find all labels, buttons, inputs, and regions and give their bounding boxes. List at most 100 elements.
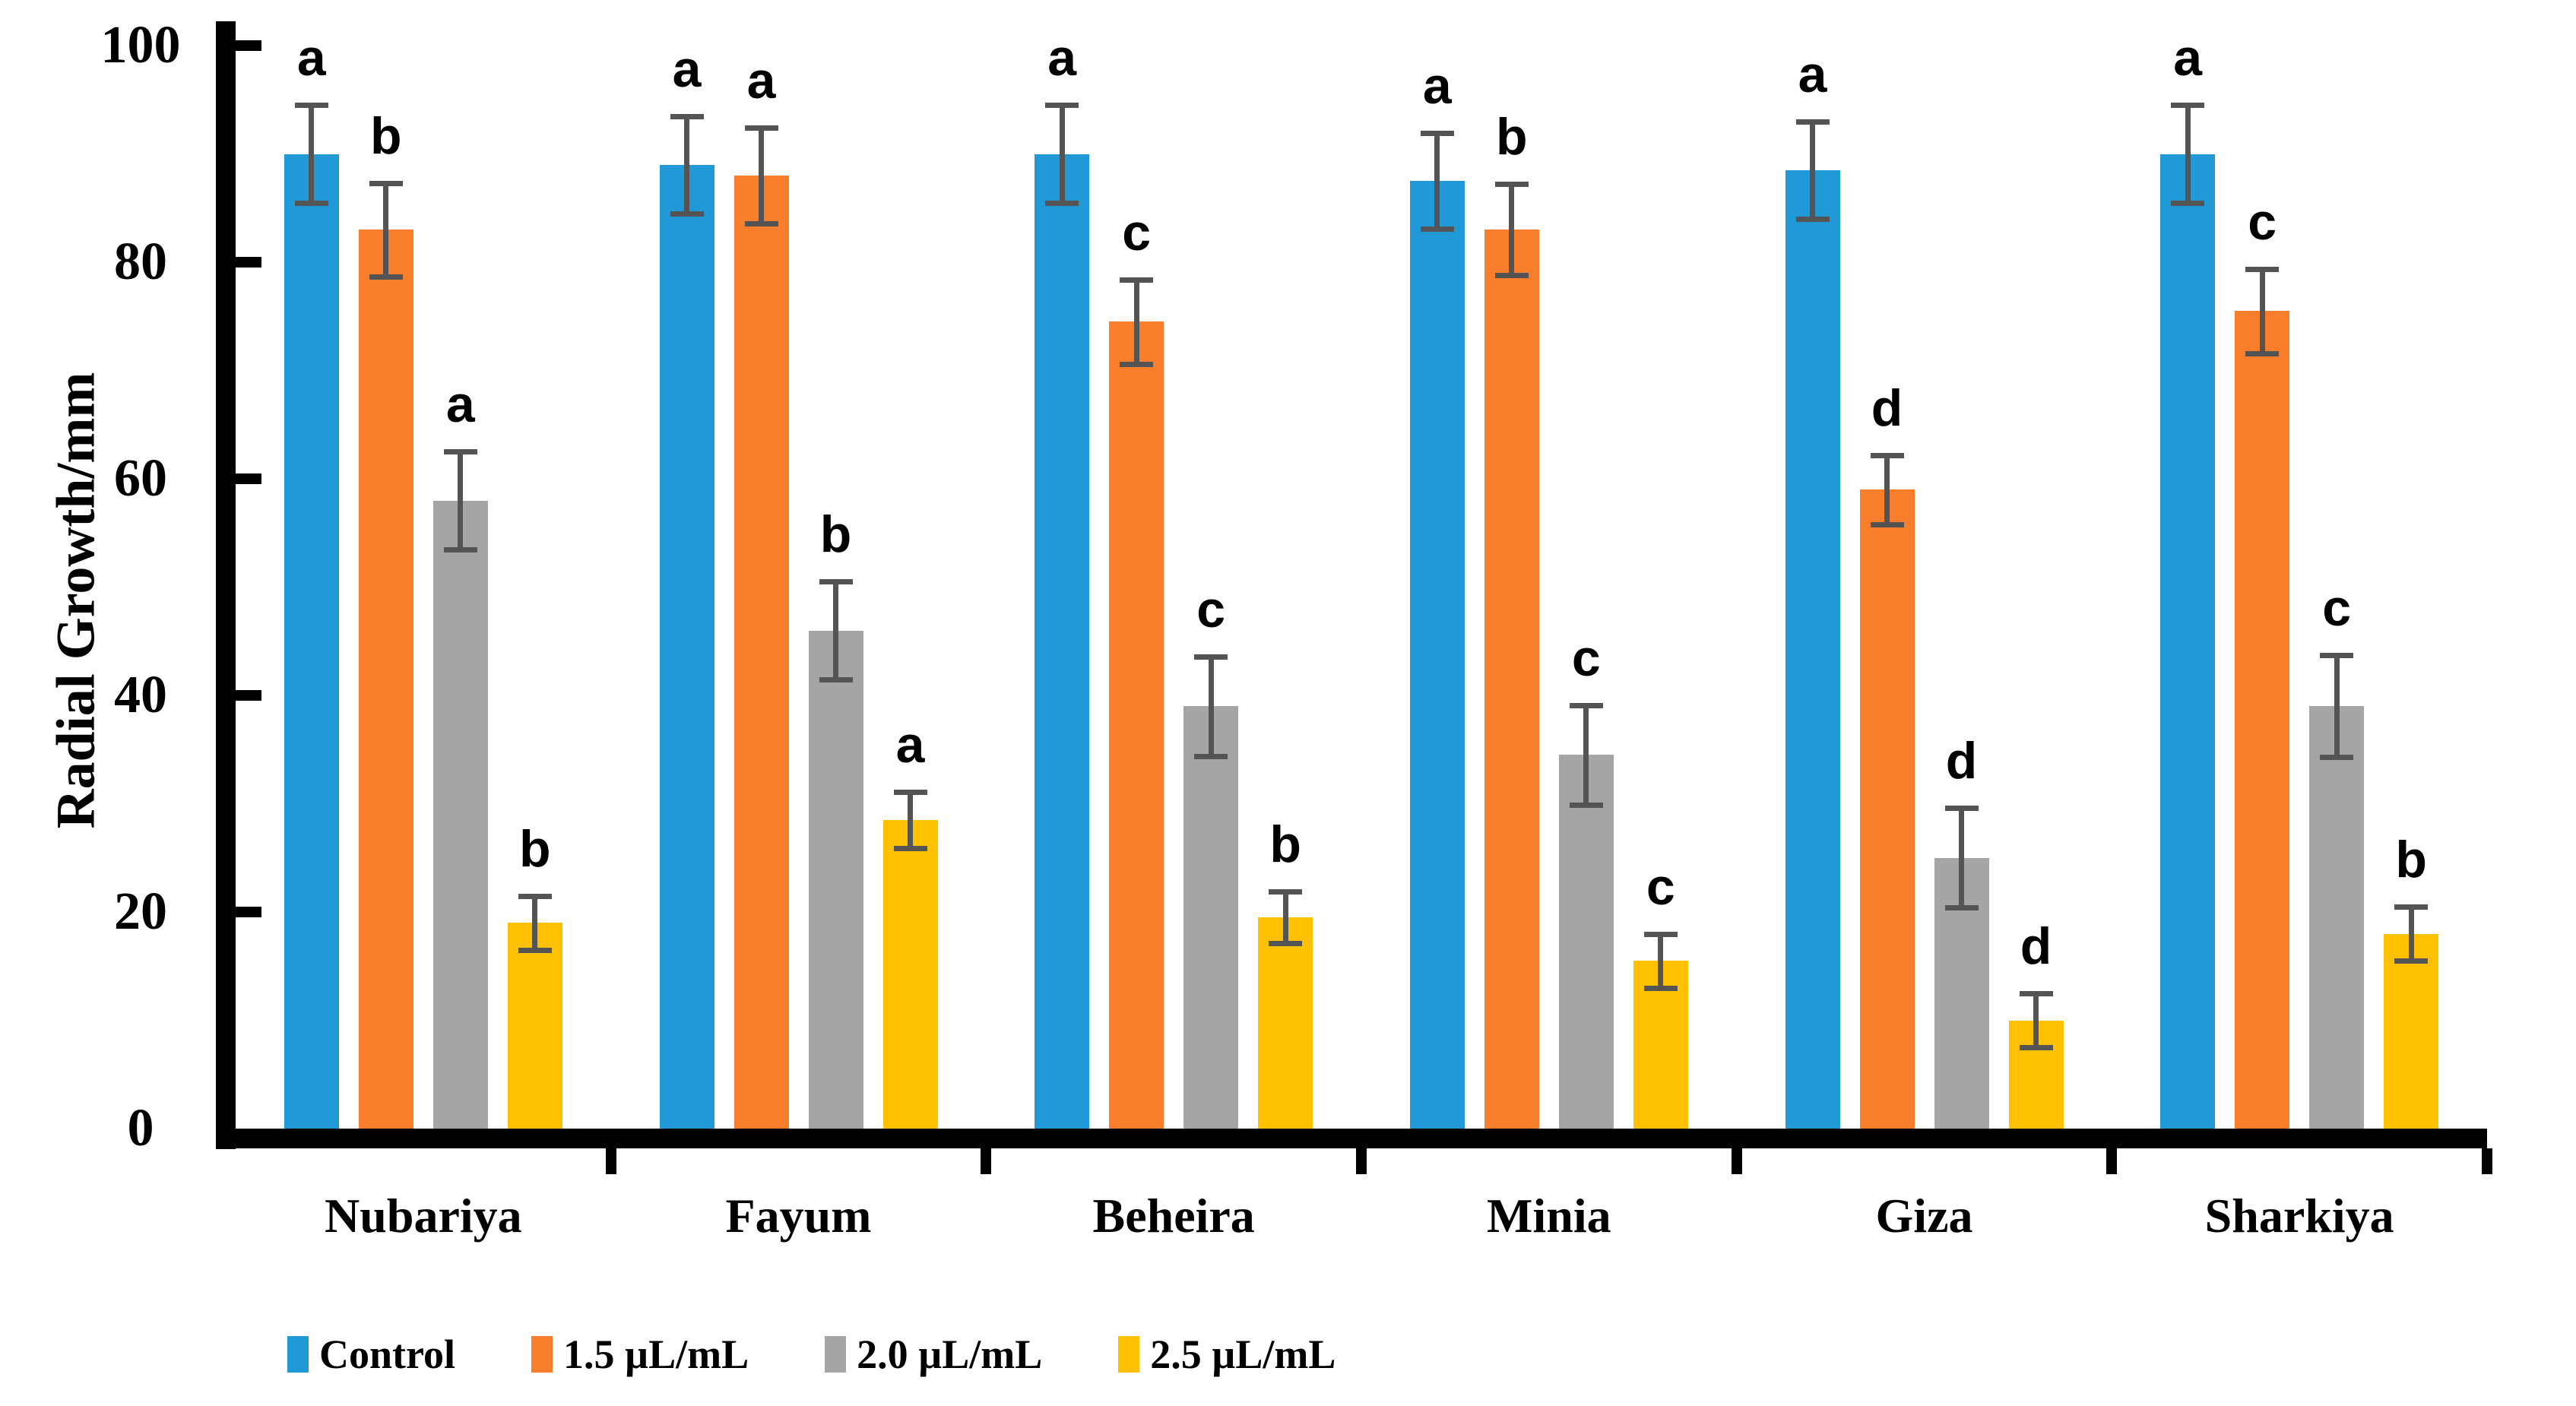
error-bar-top-cap	[1870, 452, 1904, 458]
legend: Control 1.5 µL/mL 2.0 µL/mL 2.5 µL/mL	[287, 1330, 1336, 1379]
error-bar-bottom-cap	[1420, 226, 1454, 232]
category-tick-mark	[2106, 1148, 2118, 1174]
error-bar-top-cap	[1795, 119, 1830, 125]
category-label: Nubariya	[325, 1189, 522, 1243]
y-tick-mark	[236, 40, 261, 51]
error-bar-line	[309, 105, 315, 203]
legend-label: Control	[319, 1332, 456, 1377]
error-bar-top-cap	[518, 893, 552, 899]
y-tick-mark	[236, 473, 261, 484]
bar	[2384, 933, 2439, 1129]
error-bar-line	[1583, 705, 1589, 805]
legend-item: 2.5 µL/mL	[1118, 1331, 1336, 1378]
error-bar-top-cap	[819, 579, 853, 585]
error-bar-line	[1884, 454, 1890, 524]
error-bar-bottom-cap	[1870, 521, 1904, 527]
y-axis-line	[216, 21, 236, 1149]
error-bar-bottom-cap	[1643, 985, 1678, 991]
bar	[882, 819, 938, 1129]
error-bar-line	[833, 581, 838, 679]
error-bar-bottom-cap	[2019, 1045, 2053, 1051]
error-bar-top-cap	[294, 103, 328, 109]
error-bar-bottom-cap	[1795, 217, 1830, 222]
bar	[284, 154, 339, 1129]
significance-letter: a	[1047, 29, 1077, 87]
error-bar-bottom-cap	[1944, 905, 1979, 911]
error-bar-top-cap	[443, 449, 477, 455]
significance-letter: b	[2395, 830, 2427, 888]
significance-letter: a	[895, 715, 925, 774]
significance-letter: a	[296, 29, 326, 87]
error-bar-top-cap	[670, 113, 704, 119]
error-bar-bottom-cap	[1569, 802, 1603, 808]
error-bar-line	[1059, 105, 1065, 203]
error-bar-line	[2334, 655, 2340, 758]
category-tick-mark	[1731, 1148, 1742, 1174]
category-tick-mark	[981, 1148, 992, 1174]
error-bar-bottom-cap	[2320, 755, 2354, 761]
bar	[1109, 321, 1164, 1129]
x-axis-line	[216, 1129, 2487, 1148]
y-tick-label: 100	[100, 16, 181, 74]
significance-letter: b	[1496, 108, 1528, 166]
significance-letter: b	[1269, 815, 1301, 873]
error-bar-top-cap	[1420, 131, 1454, 137]
significance-letter: a	[445, 375, 475, 434]
error-bar-top-cap	[369, 180, 403, 186]
error-bar-bottom-cap	[2171, 200, 2205, 206]
error-bar-top-cap	[2171, 103, 2205, 109]
y-tick-label: 40	[114, 666, 167, 724]
bar	[2235, 311, 2290, 1129]
significance-letter: a	[1798, 45, 1827, 103]
legend-swatch	[825, 1336, 847, 1373]
legend-item: 2.0 µL/mL	[825, 1331, 1042, 1378]
bar	[1035, 154, 1090, 1129]
error-bar-top-cap	[1194, 654, 1228, 660]
bar	[1785, 169, 1840, 1129]
bar	[734, 176, 789, 1129]
error-bar-bottom-cap	[518, 947, 552, 953]
error-bar-top-cap	[893, 789, 927, 795]
error-bar-bottom-cap	[1194, 753, 1228, 759]
bar	[1409, 181, 1465, 1129]
bar	[1558, 755, 1614, 1129]
category-label: Fayum	[725, 1189, 872, 1243]
error-bar-top-cap	[1944, 806, 1979, 812]
error-bar-line	[2185, 105, 2191, 203]
significance-letter: d	[1871, 378, 1903, 437]
error-bar-top-cap	[1120, 277, 1154, 283]
error-bar-bottom-cap	[1269, 941, 1303, 947]
y-tick-label: 0	[127, 1099, 154, 1157]
significance-letter: c	[1646, 857, 1675, 916]
error-bar-bottom-cap	[1494, 273, 1529, 279]
error-bar-line	[2408, 906, 2414, 961]
error-bar-bottom-cap	[2394, 958, 2429, 964]
error-bar-line	[1133, 279, 1139, 364]
y-tick-mark	[236, 257, 261, 268]
y-tick-label: 60	[114, 449, 167, 508]
significance-letter: c	[2248, 192, 2277, 251]
error-bar-top-cap	[2320, 653, 2354, 659]
error-bar-line	[1658, 933, 1664, 988]
significance-letter: d	[2020, 917, 2052, 975]
significance-letter: c	[2322, 579, 2352, 638]
error-bar-top-cap	[744, 125, 778, 131]
category-label: Giza	[1875, 1189, 1973, 1243]
error-bar-bottom-cap	[1045, 200, 1079, 206]
error-bar-bottom-cap	[893, 845, 927, 851]
error-bar-line	[1959, 808, 1964, 908]
bar	[2160, 154, 2216, 1129]
error-bar-line	[684, 116, 689, 214]
error-bar-top-cap	[2245, 266, 2280, 272]
significance-letter: a	[746, 52, 776, 110]
error-bar-line	[1282, 891, 1288, 944]
category-label: Sharkiya	[2204, 1189, 2394, 1243]
error-bar-bottom-cap	[443, 546, 477, 553]
category-label: Minia	[1487, 1189, 1611, 1243]
y-tick-label: 80	[114, 233, 167, 291]
bar	[1859, 489, 1915, 1129]
bar	[659, 164, 714, 1129]
error-bar-bottom-cap	[294, 200, 328, 206]
legend-item: 1.5 µL/mL	[531, 1331, 749, 1378]
